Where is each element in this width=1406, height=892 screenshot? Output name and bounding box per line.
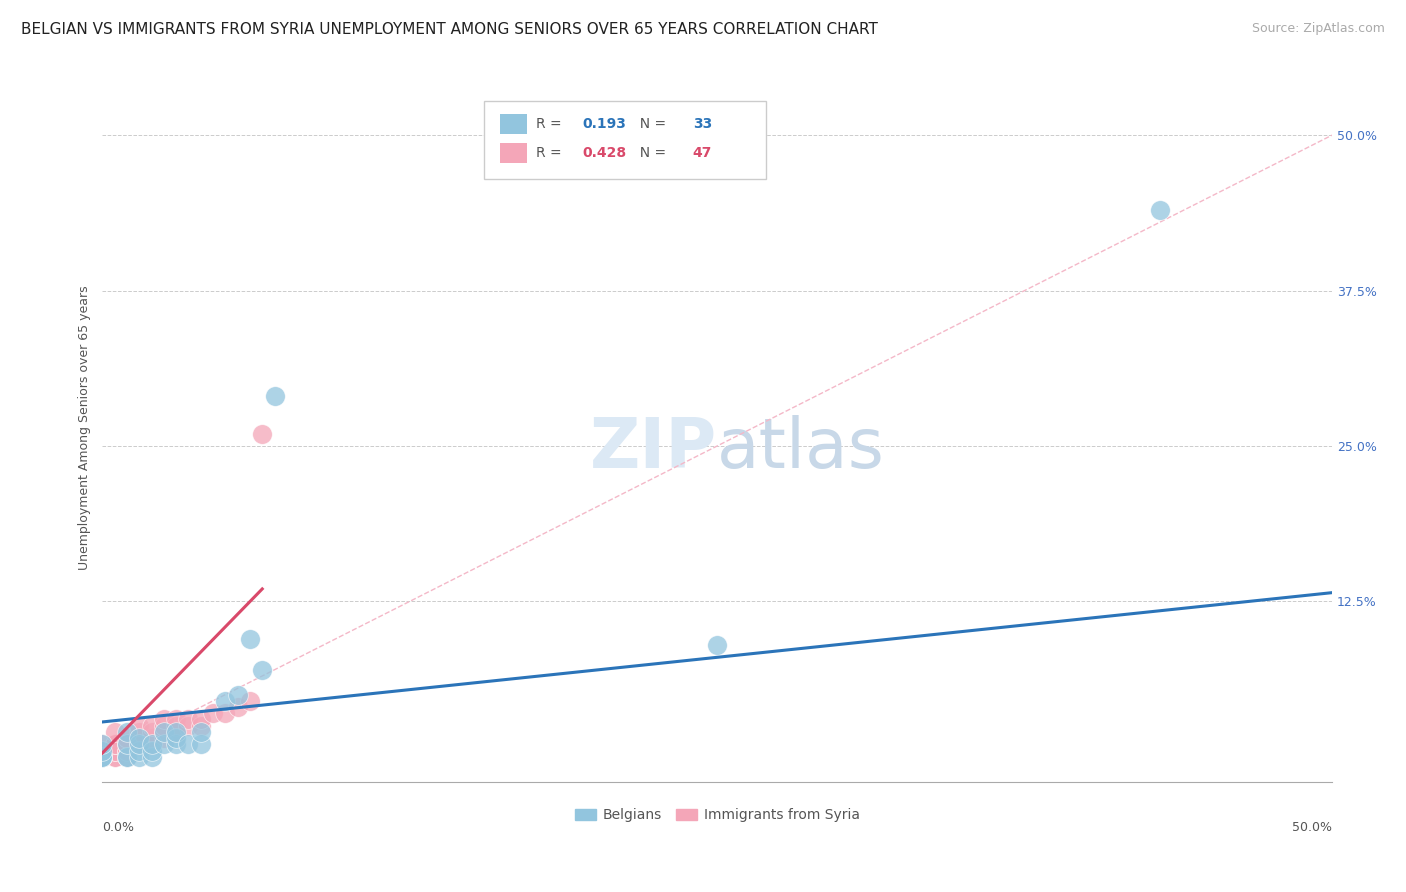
Y-axis label: Unemployment Among Seniors over 65 years: Unemployment Among Seniors over 65 years	[79, 285, 91, 570]
Point	[128, 719, 150, 733]
Point	[153, 731, 176, 745]
Point	[128, 737, 150, 751]
Point	[165, 725, 187, 739]
Point	[165, 725, 187, 739]
Point	[190, 725, 212, 739]
Point	[91, 749, 114, 764]
Point	[104, 749, 127, 764]
Point	[706, 638, 728, 652]
Point	[239, 632, 262, 646]
Text: atlas: atlas	[717, 415, 886, 482]
Text: 47: 47	[693, 146, 711, 160]
Point	[153, 737, 176, 751]
Point	[91, 749, 114, 764]
Point	[115, 725, 138, 739]
Point	[104, 749, 127, 764]
Point	[91, 743, 114, 757]
Point	[115, 731, 138, 745]
Point	[91, 749, 114, 764]
Point	[141, 731, 163, 745]
Text: 50.0%: 50.0%	[1292, 821, 1331, 834]
Text: Source: ZipAtlas.com: Source: ZipAtlas.com	[1251, 22, 1385, 36]
Text: R =: R =	[537, 146, 567, 160]
Point	[153, 725, 176, 739]
Point	[1149, 202, 1171, 217]
Point	[115, 749, 138, 764]
Point	[115, 737, 138, 751]
Point	[91, 749, 114, 764]
Point	[104, 737, 127, 751]
Point	[128, 749, 150, 764]
Text: ZIP: ZIP	[591, 415, 717, 482]
Point	[165, 731, 187, 745]
Point	[177, 737, 200, 751]
Point	[190, 737, 212, 751]
Point	[91, 749, 114, 764]
Point	[252, 663, 274, 677]
Point	[104, 743, 127, 757]
Point	[141, 725, 163, 739]
Point	[115, 743, 138, 757]
Point	[91, 749, 114, 764]
Text: 33: 33	[693, 117, 711, 131]
Legend: Belgians, Immigrants from Syria: Belgians, Immigrants from Syria	[569, 803, 865, 828]
Point	[115, 749, 138, 764]
Point	[141, 749, 163, 764]
Point	[153, 713, 176, 727]
FancyBboxPatch shape	[484, 102, 766, 179]
Point	[141, 737, 163, 751]
Point	[239, 694, 262, 708]
Point	[128, 731, 150, 745]
Point	[177, 719, 200, 733]
Point	[115, 737, 138, 751]
Point	[153, 719, 176, 733]
Point	[115, 749, 138, 764]
Point	[104, 743, 127, 757]
Text: BELGIAN VS IMMIGRANTS FROM SYRIA UNEMPLOYMENT AMONG SENIORS OVER 65 YEARS CORREL: BELGIAN VS IMMIGRANTS FROM SYRIA UNEMPLO…	[21, 22, 877, 37]
Text: 0.428: 0.428	[582, 146, 626, 160]
Point	[153, 725, 176, 739]
Point	[104, 737, 127, 751]
Point	[91, 749, 114, 764]
Point	[128, 731, 150, 745]
Point	[141, 737, 163, 751]
Text: 0.193: 0.193	[582, 117, 626, 131]
Point	[91, 749, 114, 764]
Point	[91, 743, 114, 757]
Point	[104, 725, 127, 739]
Text: N =: N =	[631, 146, 671, 160]
Point	[190, 713, 212, 727]
Point	[91, 749, 114, 764]
Point	[91, 737, 114, 751]
Point	[214, 706, 236, 721]
Point	[128, 743, 150, 757]
Point	[165, 719, 187, 733]
Point	[190, 719, 212, 733]
Point	[128, 737, 150, 751]
Point	[91, 749, 114, 764]
Point	[91, 737, 114, 751]
Point	[226, 700, 249, 714]
Point	[115, 737, 138, 751]
Bar	[499, 143, 527, 163]
Point	[165, 737, 187, 751]
Point	[141, 743, 163, 757]
Point	[91, 743, 114, 757]
Point	[177, 713, 200, 727]
Point	[214, 694, 236, 708]
Point	[165, 713, 187, 727]
Text: R =: R =	[537, 117, 567, 131]
Point	[115, 743, 138, 757]
Point	[226, 688, 249, 702]
Bar	[499, 114, 527, 134]
Point	[128, 725, 150, 739]
Text: 0.0%: 0.0%	[103, 821, 135, 834]
Point	[263, 389, 285, 403]
Point	[202, 706, 225, 721]
Point	[91, 749, 114, 764]
Point	[141, 719, 163, 733]
Point	[128, 737, 150, 751]
Point	[252, 426, 274, 441]
Text: N =: N =	[631, 117, 671, 131]
